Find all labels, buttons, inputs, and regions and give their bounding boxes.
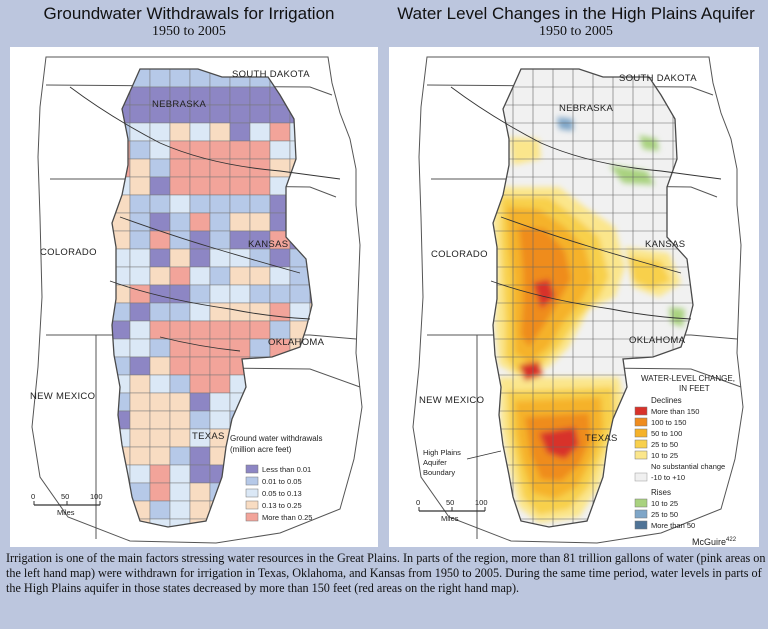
label-oklahoma-right: OKLAHOMA	[629, 335, 686, 346]
rivers	[69, 86, 341, 352]
withdrawal-legend-swatch-2	[245, 488, 259, 498]
withdrawals-legend: Ground water withdrawals (million acre f…	[230, 434, 322, 522]
decline-legend-label-0: More than 150	[651, 407, 699, 416]
boundary-label-line2: Aquifer	[423, 458, 447, 467]
scale-max: 100	[90, 492, 103, 501]
scale-zero: 0	[31, 492, 35, 501]
decline-legend-label-3: 25 to 50	[651, 440, 678, 449]
right-map-title-main: Water Level Changes in the High Plains A…	[397, 4, 755, 23]
right-map-title: Water Level Changes in the High Plains A…	[384, 4, 768, 40]
rise-legend-label-1: 25 to 50	[651, 510, 678, 519]
water-level-map: SOUTH DAKOTA NEBRASKA COLORADO KANSAS OK…	[412, 56, 744, 544]
rise-legend-swatch-0	[634, 498, 648, 508]
withdrawal-legend-swatch-0	[245, 464, 259, 474]
withdrawal-legend-label-1: 0.01 to 0.05	[262, 477, 302, 486]
credit-name: McGuire	[692, 537, 727, 547]
decline-legend-swatch-0	[634, 406, 648, 416]
rivers-right	[450, 86, 722, 320]
legend-rises-heading: Rises	[651, 488, 671, 497]
rise-legend-swatch-2	[634, 520, 648, 530]
label-south-dakota: SOUTH DAKOTA	[232, 69, 310, 80]
rise-legend-swatch-1	[634, 509, 648, 519]
label-south-dakota-right: SOUTH DAKOTA	[619, 73, 697, 84]
decline-legend-label-4: 10 to 25	[651, 451, 678, 460]
withdrawals-map-panel: SOUTH DAKOTA NEBRASKA COLORADO KANSAS OK…	[10, 47, 378, 547]
boundary-label-line3: Boundary	[423, 468, 455, 477]
left-map-title-years: 1950 to 2005	[152, 24, 226, 39]
left-map-title-main: Groundwater Withdrawals for Irrigation	[43, 4, 335, 23]
legend-nochange-range: -10 to +10	[651, 473, 685, 482]
scale-unit: Miles	[57, 508, 75, 517]
withdrawal-legend-label-3: 0.13 to 0.25	[262, 501, 302, 510]
scale-max-right: 100	[475, 498, 488, 507]
boundary-label-line1: High Plains	[423, 448, 461, 457]
label-nebraska: NEBRASKA	[152, 99, 207, 110]
legend-title-line2: (million acre feet)	[230, 445, 292, 454]
legend-declines-heading: Declines	[651, 396, 682, 405]
right-map-title-years: 1950 to 2005	[539, 24, 613, 39]
scale-mid-right: 50	[446, 498, 454, 507]
label-texas-right: TEXAS	[585, 433, 618, 444]
decline-legend-swatch-4	[634, 450, 648, 460]
scale-bar-right: 0 50 100 Miles	[416, 498, 488, 523]
label-kansas: KANSAS	[248, 239, 288, 250]
water-level-legend: WATER-LEVEL CHANGE, IN FEET Declines Mor…	[634, 374, 735, 530]
left-map-title: Groundwater Withdrawals for Irrigation 1…	[0, 4, 378, 40]
label-nebraska-right: NEBRASKA	[559, 103, 614, 114]
county-cells	[112, 69, 312, 527]
scale-mid: 50	[61, 492, 69, 501]
scale-bar: 0 50 100 Miles	[31, 492, 103, 517]
withdrawal-legend-swatch-4	[245, 512, 259, 522]
label-texas: TEXAS	[192, 431, 225, 442]
county-grid	[493, 69, 693, 527]
withdrawal-legend-label-4: More than 0.25	[262, 513, 312, 522]
label-colorado: COLORADO	[40, 247, 97, 258]
withdrawals-map: SOUTH DAKOTA NEBRASKA COLORADO KANSAS OK…	[30, 56, 363, 544]
rise-legend-label-2: More than 50	[651, 521, 695, 530]
credit-ref: 422	[726, 537, 737, 543]
rise-legend-label-0: 10 to 25	[651, 499, 678, 508]
legend-swatch-nochange	[634, 472, 648, 482]
decline-legend-swatch-2	[634, 428, 648, 438]
legend-nochange-heading: No substantial change	[651, 462, 725, 471]
decline-legend-swatch-1	[634, 417, 648, 427]
withdrawal-legend-label-0: Less than 0.01	[262, 465, 311, 474]
legend-title-line1: Ground water withdrawals	[230, 434, 322, 443]
aquifer-boundary-label: High Plains Aquifer Boundary	[423, 448, 502, 477]
image-credit: McGuire422	[692, 537, 736, 547]
decline-legend-label-1: 100 to 150	[651, 418, 686, 427]
legend-right-title-line2: IN FEET	[679, 384, 710, 393]
label-new-mexico-right: NEW MEXICO	[419, 395, 484, 406]
scale-zero-right: 0	[416, 498, 420, 507]
water-level-map-panel: SOUTH DAKOTA NEBRASKA COLORADO KANSAS OK…	[389, 47, 759, 547]
withdrawal-legend-swatch-1	[245, 476, 259, 486]
withdrawal-legend-label-2: 0.05 to 0.13	[262, 489, 302, 498]
label-colorado-right: COLORADO	[431, 249, 488, 260]
label-new-mexico: NEW MEXICO	[30, 391, 95, 402]
label-oklahoma: OKLAHOMA	[268, 337, 325, 348]
withdrawal-legend-swatch-3	[245, 500, 259, 510]
decline-legend-label-2: 50 to 100	[651, 429, 682, 438]
figure-caption: Irrigation is one of the main factors st…	[6, 551, 766, 595]
label-kansas-right: KANSAS	[645, 239, 685, 250]
scale-unit-right: Miles	[441, 514, 459, 523]
decline-legend-swatch-3	[634, 439, 648, 449]
legend-right-title-line1: WATER-LEVEL CHANGE,	[641, 374, 735, 383]
